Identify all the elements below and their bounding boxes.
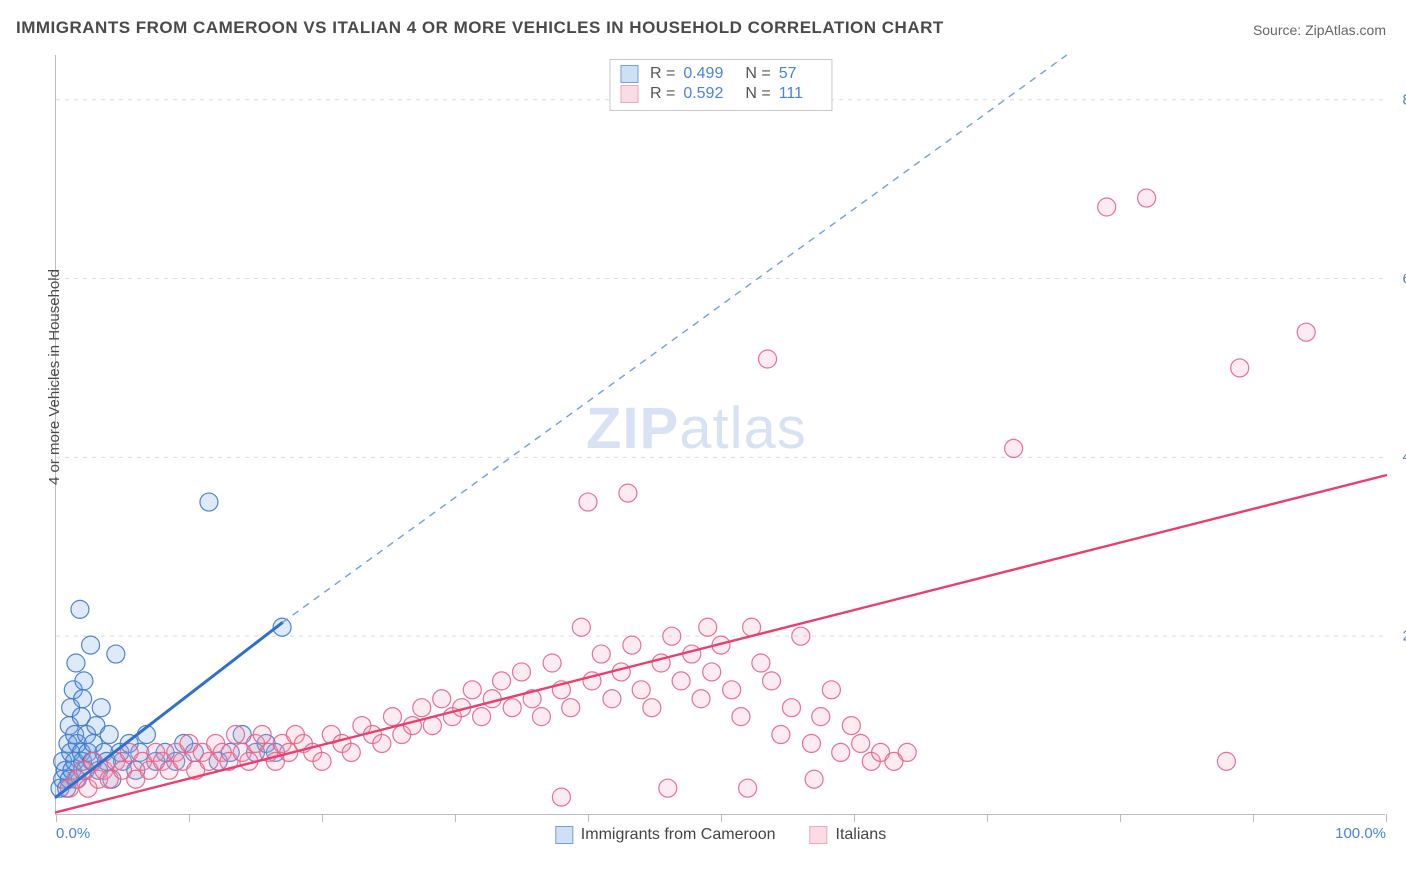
n-label: N =	[745, 65, 770, 83]
trend-layer	[56, 55, 1385, 814]
n-value: 111	[779, 85, 803, 103]
chart-title: IMMIGRANTS FROM CAMEROON VS ITALIAN 4 OR…	[16, 18, 944, 38]
source-label: Source: ZipAtlas.com	[1253, 22, 1386, 38]
legend-label: Italians	[836, 826, 887, 844]
stats-row: R = 0.592 N = 111	[620, 84, 817, 104]
n-label: N =	[745, 85, 770, 103]
legend-label: Immigrants from Cameroon	[581, 826, 776, 844]
r-label: R =	[650, 85, 675, 103]
x-tick-label: 0.0%	[56, 825, 90, 842]
swatch-icon	[620, 65, 638, 83]
x-tick	[588, 814, 589, 822]
y-tick-label: 60.0%	[1402, 270, 1406, 287]
swatch-icon	[810, 826, 828, 844]
x-tick	[56, 814, 57, 822]
r-value: 0.499	[683, 65, 723, 83]
x-tick	[1253, 814, 1254, 822]
r-value: 0.592	[683, 85, 723, 103]
swatch-icon	[620, 85, 638, 103]
plot-area: 4 or more Vehicles in Household ZIPatlas…	[55, 55, 1385, 815]
r-label: R =	[650, 65, 675, 83]
y-tick-label: 80.0%	[1402, 91, 1406, 108]
x-tick	[189, 814, 190, 822]
y-tick-label: 20.0%	[1402, 628, 1406, 645]
x-tick	[1386, 814, 1387, 822]
x-tick	[322, 814, 323, 822]
n-value: 57	[779, 65, 797, 83]
x-tick	[854, 814, 855, 822]
x-tick-label: 100.0%	[1335, 825, 1386, 842]
legend-item: Italians	[810, 826, 887, 844]
swatch-icon	[555, 826, 573, 844]
x-tick	[455, 814, 456, 822]
x-tick	[721, 814, 722, 822]
stats-legend: R = 0.499 N = 57 R = 0.592 N = 111	[609, 59, 832, 111]
x-tick	[1120, 814, 1121, 822]
x-axis-legend: Immigrants from Cameroon Italians	[555, 826, 886, 844]
x-tick	[987, 814, 988, 822]
legend-item: Immigrants from Cameroon	[555, 826, 776, 844]
y-tick-label: 40.0%	[1402, 449, 1406, 466]
stats-row: R = 0.499 N = 57	[620, 64, 817, 84]
